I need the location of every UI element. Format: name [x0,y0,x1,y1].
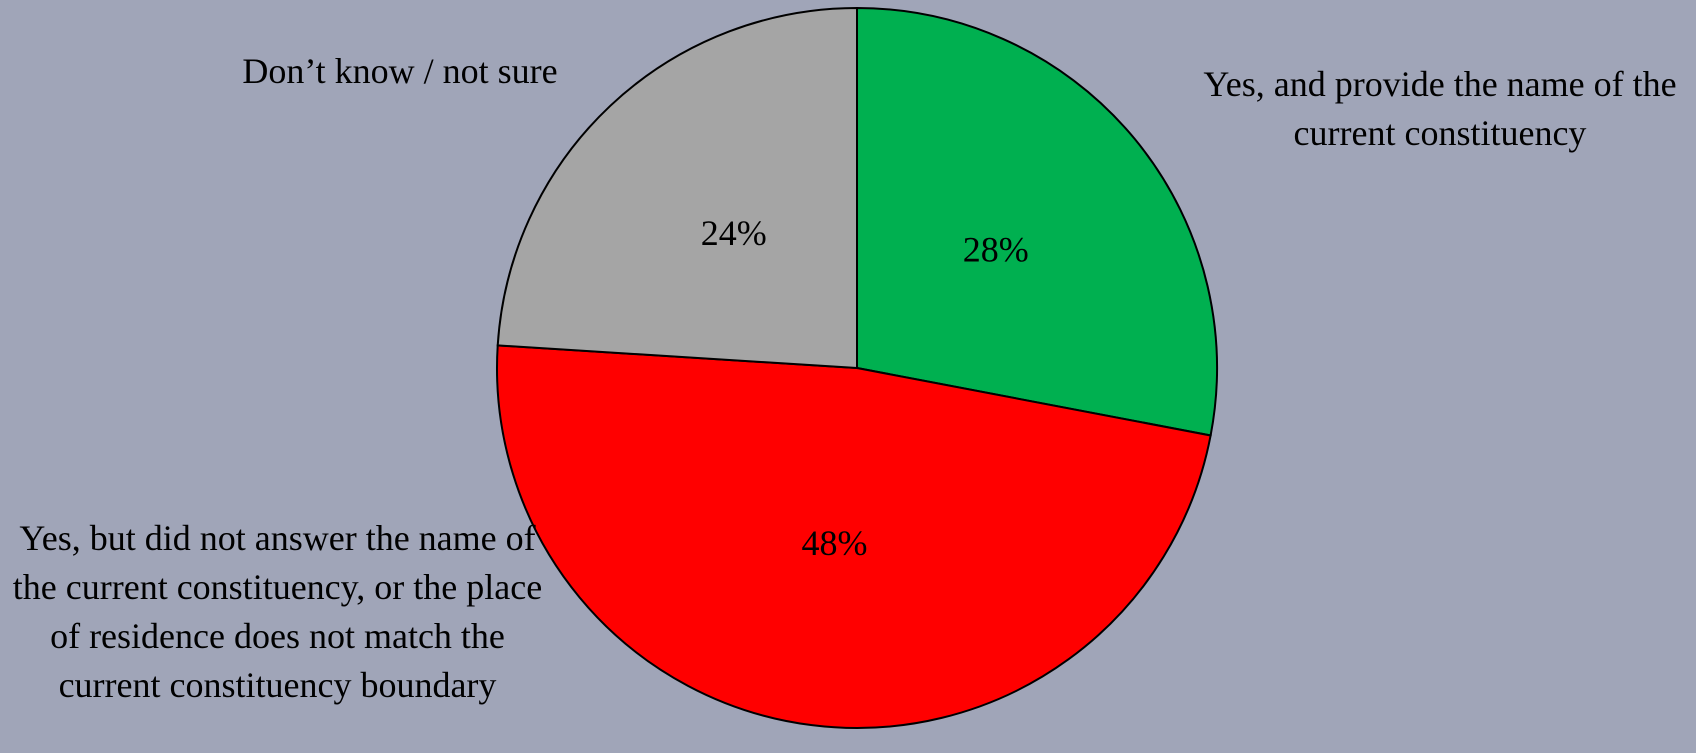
category-label: Yes, and provide the name of the current… [1203,64,1677,153]
pie-slice [496,6,858,370]
category-label: Don’t know / not sure [242,51,558,91]
pie-slice [496,344,1212,729]
category-label: Yes, but did not answer the name of the … [12,518,543,705]
data-label: 24% [701,213,767,253]
data-label: 28% [963,230,1029,270]
pie-slice [856,6,1218,437]
data-label: 48% [801,523,867,563]
